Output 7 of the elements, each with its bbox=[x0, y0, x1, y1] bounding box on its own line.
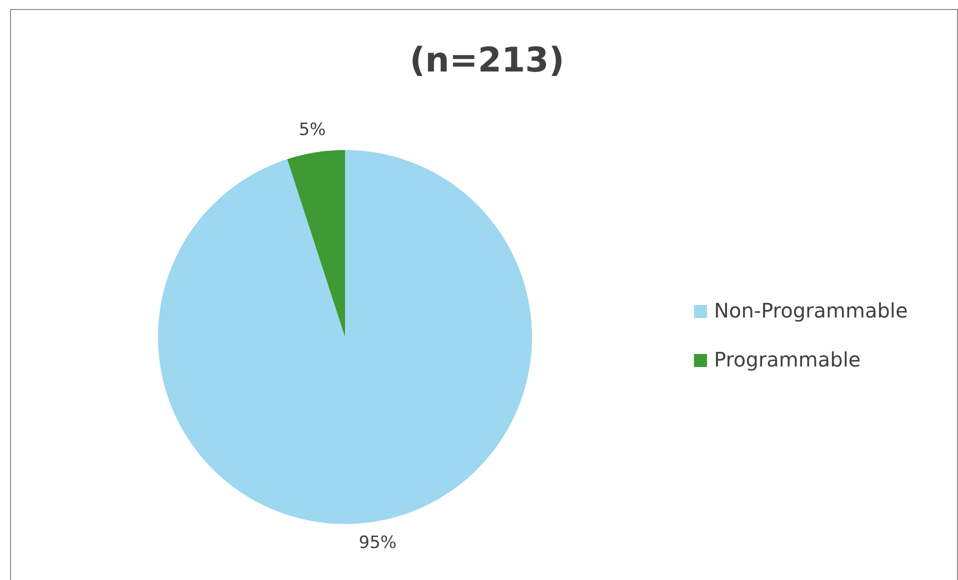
legend-label: Programmable bbox=[714, 347, 861, 372]
pie-slice bbox=[287, 150, 345, 337]
legend-label: Non-Programmable bbox=[714, 298, 908, 322]
pie-slice bbox=[158, 150, 532, 524]
chart-title: (n=213) bbox=[410, 40, 564, 80]
data-label: 95% bbox=[358, 533, 397, 554]
data-label: 5% bbox=[298, 120, 326, 140]
